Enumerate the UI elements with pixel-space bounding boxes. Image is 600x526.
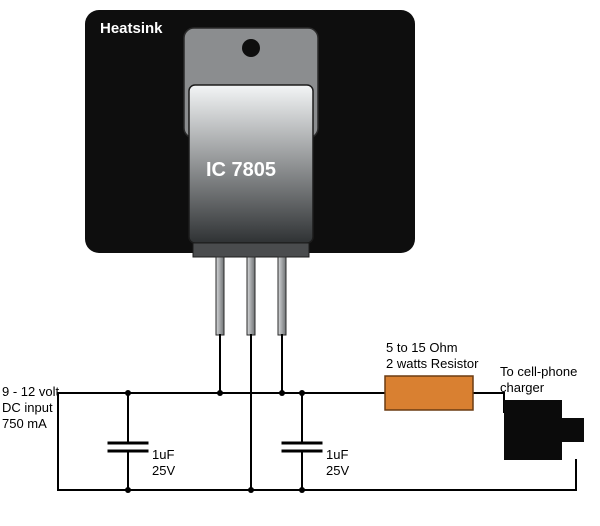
input-line1: 9 - 12 volt xyxy=(2,384,59,400)
wires xyxy=(58,335,576,490)
cap1-volt: 25V xyxy=(152,463,175,479)
node-c1-bot xyxy=(125,487,131,493)
cap1-value: 1uF xyxy=(152,447,174,463)
node-pin2 xyxy=(248,487,254,493)
node-c2-top xyxy=(299,390,305,396)
ic-pin-3 xyxy=(278,257,286,335)
ic-lip xyxy=(193,243,309,257)
dc-connector-barrel xyxy=(562,418,584,442)
resistor-line1: 5 to 15 Ohm xyxy=(386,340,458,356)
resistor-line2: 2 watts Resistor xyxy=(386,356,478,372)
ic-mounting-hole xyxy=(242,39,260,57)
cap2-volt: 25V xyxy=(326,463,349,479)
ic-pin-1 xyxy=(216,257,224,335)
dc-connector-body xyxy=(504,400,562,460)
node-pin1 xyxy=(217,390,223,396)
schematic-svg xyxy=(0,0,600,521)
node-pin3 xyxy=(279,390,285,396)
input-line2: DC input xyxy=(2,400,53,416)
node-c1-top xyxy=(125,390,131,396)
connector-label: To cell-phone charger xyxy=(500,364,577,397)
ic-label: IC 7805 xyxy=(206,158,276,183)
resistor xyxy=(385,376,473,410)
ic-pin-2 xyxy=(247,257,255,335)
node-c2-bot xyxy=(299,487,305,493)
heatsink-label: Heatsink xyxy=(100,20,163,39)
input-line3: 750 mA xyxy=(2,416,47,432)
circuit-diagram: Heatsink IC 7805 9 - 12 volt DC input 75… xyxy=(0,0,600,521)
cap2-value: 1uF xyxy=(326,447,348,463)
